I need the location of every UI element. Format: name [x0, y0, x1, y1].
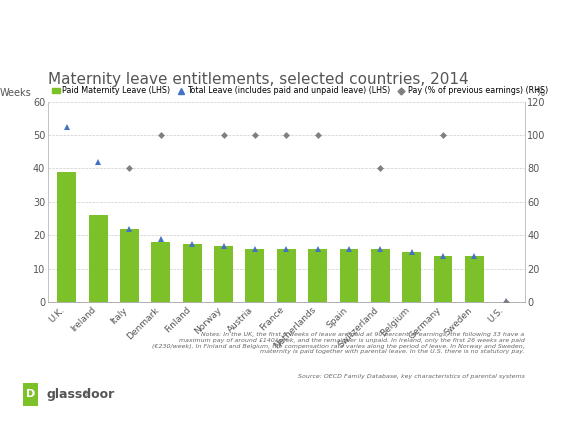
- Bar: [89, 215, 108, 302]
- Bar: [245, 249, 265, 302]
- Bar: [58, 172, 76, 302]
- FancyBboxPatch shape: [22, 382, 39, 407]
- Bar: [340, 249, 358, 302]
- Bar: [214, 245, 233, 302]
- Bar: [465, 255, 484, 302]
- Bar: [308, 249, 327, 302]
- Text: Source: OECD Family Database, key characteristics of parental systems: Source: OECD Family Database, key charac…: [298, 374, 525, 379]
- Bar: [151, 242, 170, 302]
- Bar: [183, 244, 201, 302]
- Text: Maternity leave entitlements, selected countries, 2014: Maternity leave entitlements, selected c…: [48, 72, 469, 87]
- Bar: [120, 229, 139, 302]
- Text: %: %: [536, 88, 545, 97]
- Bar: [371, 249, 390, 302]
- Text: glassdoor: glassdoor: [47, 388, 115, 401]
- Bar: [402, 252, 421, 302]
- Text: Notes: In the UK, the first 6 weeks of leave are paid at 90 percent of earnings,: Notes: In the UK, the first 6 weeks of l…: [152, 332, 525, 354]
- Text: D: D: [26, 390, 35, 399]
- Text: Weeks: Weeks: [0, 88, 32, 97]
- Text: ®: ®: [82, 391, 89, 397]
- Bar: [277, 249, 296, 302]
- Bar: [434, 255, 452, 302]
- Legend: Paid Maternity Leave (LHS), Total Leave (includes paid and unpaid leave) (LHS), : Paid Maternity Leave (LHS), Total Leave …: [52, 86, 548, 96]
